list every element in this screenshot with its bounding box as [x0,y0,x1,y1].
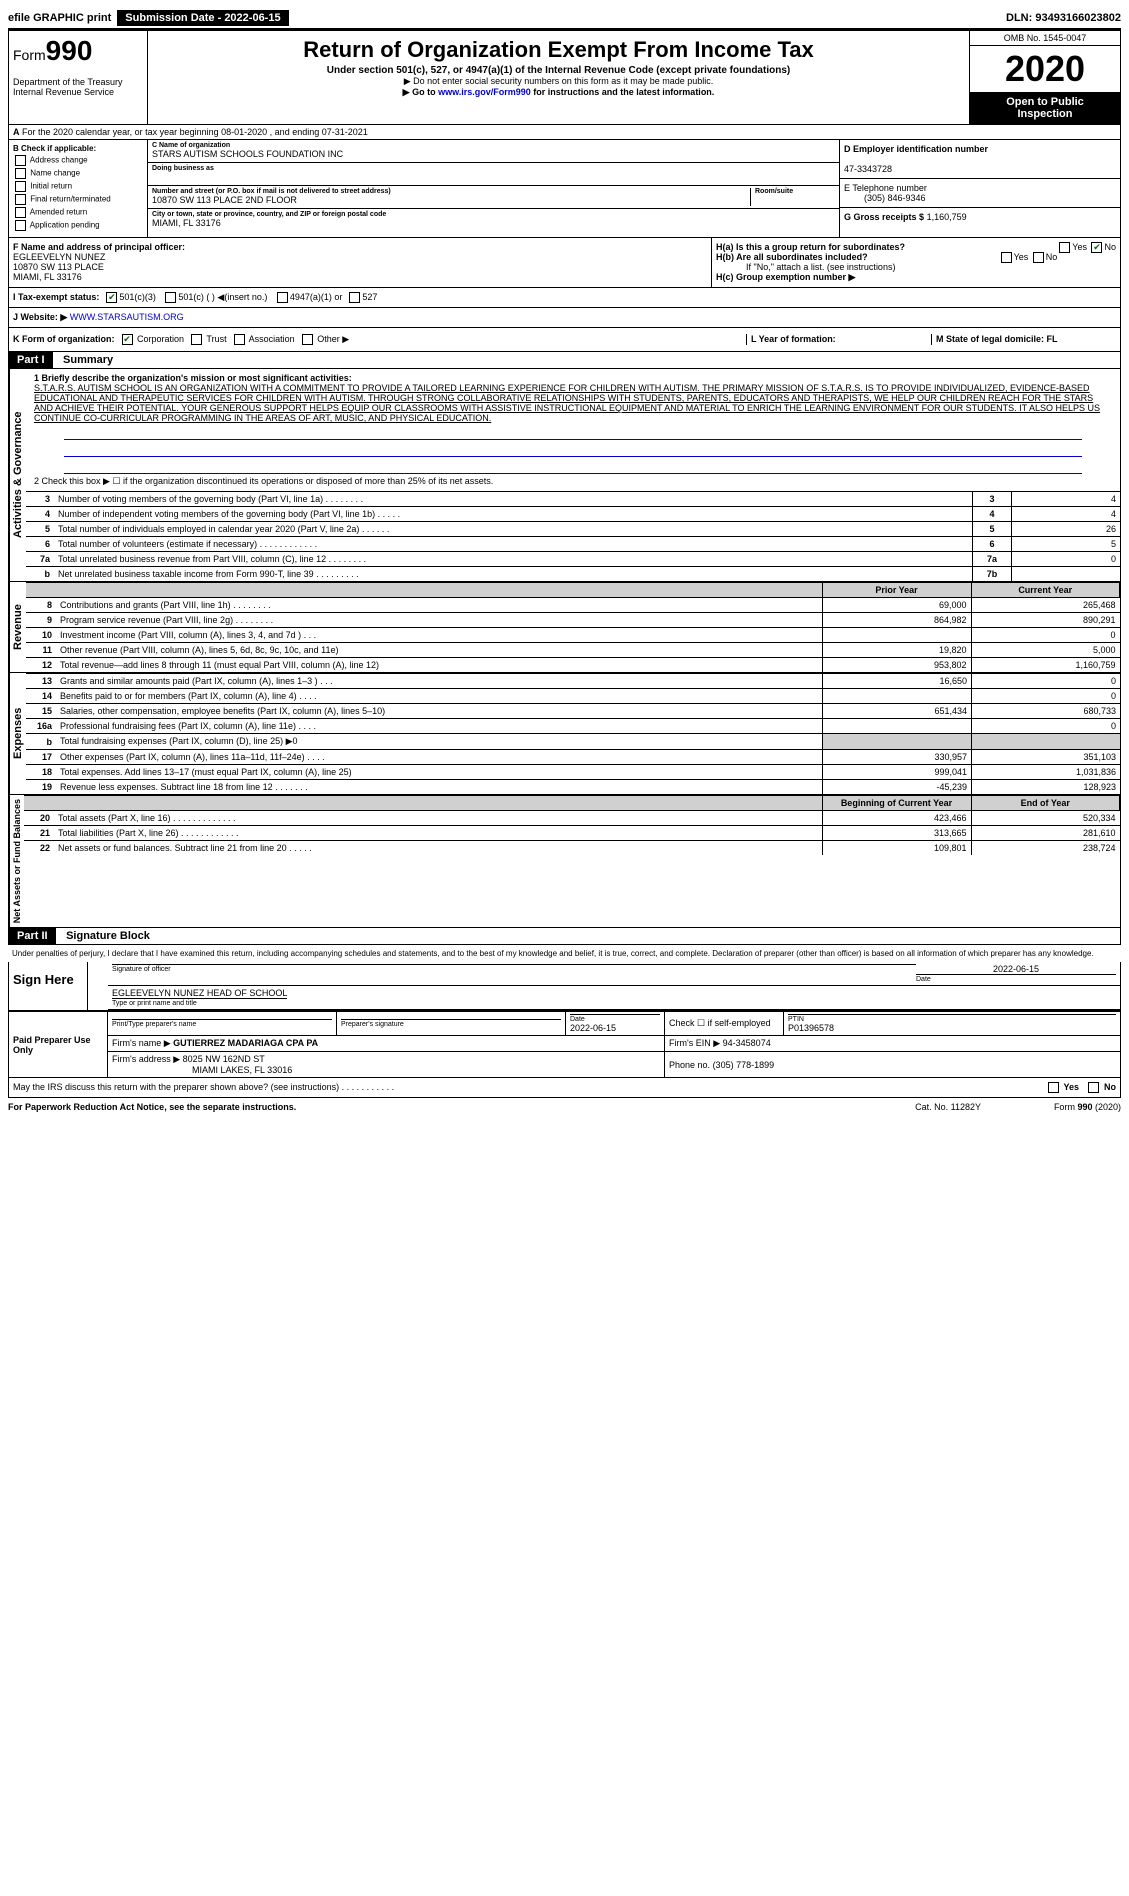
tax-year: 2020 [970,46,1120,92]
part1-header: Part I Summary [8,352,1121,369]
row-a-period: A For the 2020 calendar year, or tax yea… [8,125,1121,140]
governance-table: 3Number of voting members of the governi… [26,491,1120,581]
org-name: STARS AUTISM SCHOOLS FOUNDATION INC [152,149,835,159]
top-bar: efile GRAPHIC print Submission Date - 20… [8,8,1121,30]
footer: For Paperwork Reduction Act Notice, see … [8,1098,1121,1116]
cb-name-change[interactable]: Name change [13,168,143,179]
form-title: Return of Organization Exempt From Incom… [152,37,965,63]
sign-here-section: Sign Here Signature of officer 2022-06-1… [8,962,1121,1011]
form-footer: Form 990 (2020) [981,1102,1121,1112]
ptin: P01396578 [788,1023,834,1033]
sign-date: 2022-06-15 [916,964,1116,974]
omb-number: OMB No. 1545-0047 [970,31,1120,46]
cb-4947[interactable] [277,292,288,303]
part1-governance: Activities & Governance 1 Briefly descri… [8,369,1121,582]
form-header: Form990 Department of the Treasury Inter… [8,30,1121,125]
discuss-row: May the IRS discuss this return with the… [8,1078,1121,1098]
form-number: Form990 [13,35,143,67]
part1-netassets: Net Assets or Fund Balances Beginning of… [8,795,1121,928]
officer-name: EGLEEVELYN NUNEZ [13,252,105,262]
cb-final-return[interactable]: Final return/terminated [13,194,143,205]
cb-address-change[interactable]: Address change [13,155,143,166]
irs-link[interactable]: www.irs.gov/Form990 [438,87,531,97]
cb-501c3[interactable] [106,292,117,303]
form-subtitle: Under section 501(c), 527, or 4947(a)(1)… [152,65,965,76]
city-state-zip: MIAMI, FL 33176 [152,218,835,228]
open-inspection: Open to Public Inspection [970,92,1120,124]
cb-other[interactable] [302,334,313,345]
dln: DLN: 93493166023802 [1006,12,1121,24]
box-f: F Name and address of principal officer:… [9,238,711,287]
cb-527[interactable] [349,292,360,303]
part1-revenue: Revenue Prior YearCurrent Year8Contribut… [8,582,1121,673]
cb-discuss-no[interactable] [1088,1082,1099,1093]
part2-header: Part II Signature Block [8,928,1121,945]
gross-receipts: 1,160,759 [927,212,967,222]
website-link[interactable]: WWW.STARSAUTISM.ORG [70,312,184,322]
cb-trust[interactable] [191,334,202,345]
ein: 47-3343728 [844,164,892,174]
vtab-netassets: Net Assets or Fund Balances [9,795,24,927]
cb-assoc[interactable] [234,334,245,345]
firm-phone: (305) 778-1899 [713,1060,775,1070]
box-c: C Name of organization STARS AUTISM SCHO… [148,140,839,237]
perjury-text: Under penalties of perjury, I declare th… [8,945,1121,962]
phone: (305) 846-9346 [844,193,926,203]
cb-initial-return[interactable]: Initial return [13,181,143,192]
submission-date: Submission Date - 2022-06-15 [117,10,288,26]
vtab-expenses: Expenses [9,673,26,794]
dept-treasury: Department of the Treasury Internal Reve… [13,77,143,97]
paid-preparer-section: Paid Preparer Use Only Print/Type prepar… [8,1011,1121,1078]
firm-name: GUTIERREZ MADARIAGA CPA PA [173,1038,318,1048]
revenue-table: Prior YearCurrent Year8Contributions and… [26,582,1120,672]
expenses-table: 13Grants and similar amounts paid (Part … [26,673,1120,794]
cb-corp[interactable] [122,334,133,345]
paid-preparer-label: Paid Preparer Use Only [9,1012,108,1078]
box-h: H(a) Is this a group return for subordin… [711,238,1120,287]
pra-notice: For Paperwork Reduction Act Notice, see … [8,1102,296,1112]
officer-printed-name: EGLEEVELYN NUNEZ HEAD OF SCHOOL [112,988,287,998]
blank-lines [34,425,1112,474]
firm-address: 8025 NW 162ND ST [183,1054,265,1064]
row-i-tax-status: I Tax-exempt status: 501(c)(3) 501(c) ( … [8,288,1121,308]
ssn-note: ▶ Do not enter social security numbers o… [152,76,965,87]
row-k: K Form of organization: Corporation Trus… [8,328,1121,352]
cb-501c[interactable] [165,292,176,303]
vtab-governance: Activities & Governance [9,369,26,581]
efile-label: efile GRAPHIC print [8,12,111,24]
mission-text: S.T.A.R.S. AUTISM SCHOOL IS AN ORGANIZAT… [34,383,1100,423]
row-fh: F Name and address of principal officer:… [8,238,1121,288]
cat-number: Cat. No. 11282Y [915,1102,981,1112]
cb-discuss-yes[interactable] [1048,1082,1059,1093]
street-address: 10870 SW 113 PLACE 2ND FLOOR [152,195,750,205]
part1-expenses: Expenses 13Grants and similar amounts pa… [8,673,1121,795]
cb-pending[interactable]: Application pending [13,220,143,231]
goto-note: ▶ Go to www.irs.gov/Form990 for instruct… [152,87,965,98]
sign-here-label: Sign Here [9,962,88,1010]
box-de: D Employer identification number 47-3343… [839,140,1120,237]
section-bcd: B Check if applicable: Address change Na… [8,140,1121,238]
box-b: B Check if applicable: Address change Na… [9,140,148,237]
cb-amended[interactable]: Amended return [13,207,143,218]
row-j-website: J Website: ▶ WWW.STARSAUTISM.ORG [8,308,1121,328]
vtab-revenue: Revenue [9,582,26,672]
netassets-table: Beginning of Current YearEnd of Year20To… [24,795,1120,855]
firm-ein: 94-3458074 [723,1038,771,1048]
